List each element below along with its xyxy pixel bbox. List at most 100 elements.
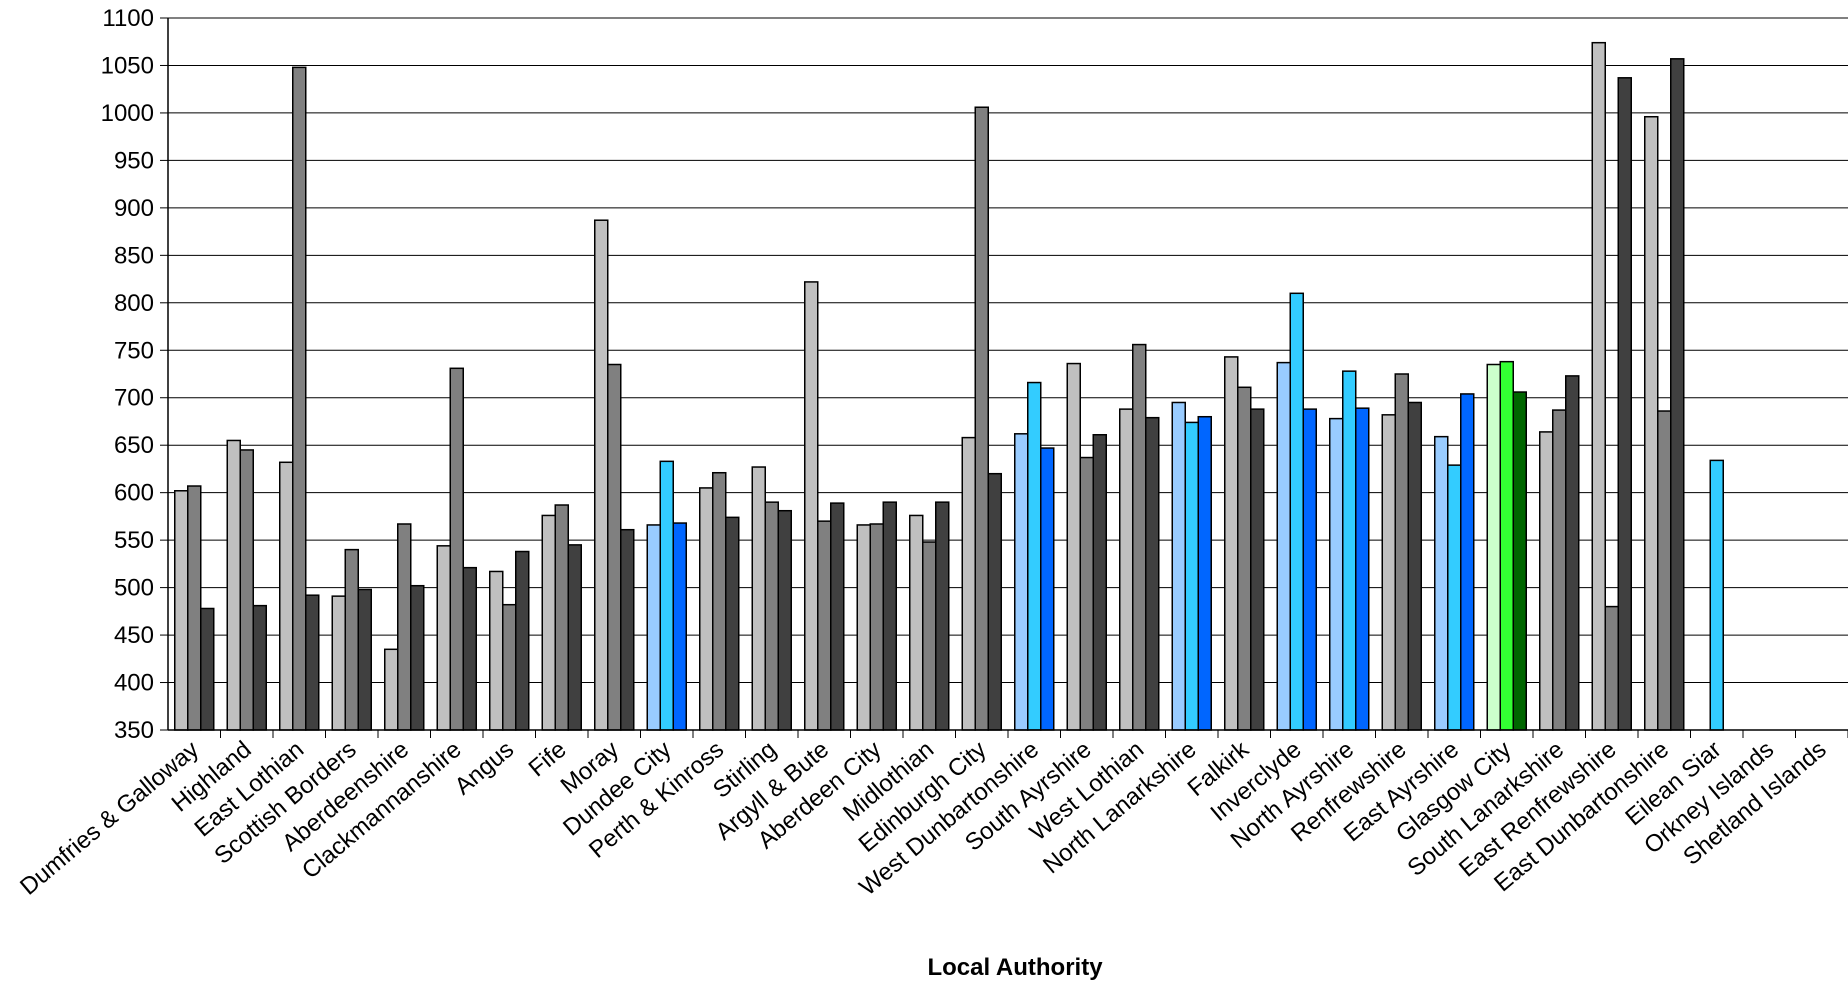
bar [1040, 447, 1055, 731]
bar [554, 504, 569, 731]
bar [777, 509, 792, 731]
bar [1329, 417, 1344, 731]
bar [1132, 343, 1147, 731]
bar [869, 523, 884, 731]
bar [1145, 416, 1160, 731]
bar [751, 466, 766, 731]
bar [226, 439, 241, 731]
y-tick-label: 950 [114, 147, 154, 174]
bar [1394, 373, 1409, 731]
bar [1184, 421, 1199, 731]
bar [659, 460, 674, 731]
y-tick-label: 1000 [101, 100, 154, 127]
bar [344, 548, 359, 731]
bar [541, 514, 556, 731]
bar [331, 595, 346, 731]
bar [567, 544, 582, 731]
bar [1539, 431, 1554, 731]
bar [1197, 415, 1212, 731]
y-tick-label: 550 [114, 527, 154, 554]
bar [856, 524, 871, 731]
y-tick-label: 900 [114, 195, 154, 222]
bar [1617, 77, 1632, 731]
bar [410, 584, 425, 731]
bar [1512, 391, 1527, 731]
bar [1027, 381, 1042, 731]
bar [174, 490, 189, 731]
bar [462, 566, 477, 731]
y-tick-labels: 350 400 450 500 550 600 650 700 750 800 850 900 950 1… [101, 5, 154, 744]
bar [1499, 360, 1514, 731]
y-tick-label: 850 [114, 242, 154, 269]
bar [436, 545, 451, 731]
bar [239, 449, 254, 731]
bar [672, 522, 687, 731]
bar [1447, 464, 1462, 731]
x-axis-label: Local Authority [927, 954, 1103, 981]
bar [1014, 433, 1029, 731]
bar [357, 588, 372, 731]
bar [305, 594, 320, 731]
bar [1289, 292, 1304, 731]
bar [489, 570, 504, 731]
bar [882, 501, 897, 731]
bar [252, 604, 267, 731]
bar [1552, 409, 1567, 731]
bar [200, 607, 215, 731]
bar [1066, 362, 1081, 731]
bar [1302, 408, 1317, 731]
bar [922, 541, 937, 731]
y-tick-label: 450 [114, 622, 154, 649]
bar [961, 436, 976, 731]
bar [397, 523, 412, 731]
bar [1486, 363, 1501, 731]
bar [699, 487, 714, 731]
bar [1460, 393, 1475, 731]
bar [1119, 408, 1134, 731]
bar [974, 106, 989, 731]
bar [817, 520, 832, 731]
bar [764, 501, 779, 731]
bar [1604, 605, 1619, 731]
bar [515, 550, 530, 731]
bar [987, 472, 1002, 731]
bar [1237, 386, 1252, 731]
bar [594, 219, 609, 731]
bar [187, 485, 202, 731]
y-tick-label: 1100 [102, 5, 154, 32]
bar [449, 367, 464, 731]
bar [646, 524, 661, 731]
y-tick-label: 350 [114, 717, 154, 744]
bar [620, 528, 635, 731]
bar [725, 516, 740, 731]
bar [384, 648, 399, 731]
bar [1355, 407, 1370, 731]
y-tick-label: 750 [114, 337, 154, 364]
bar [1670, 58, 1685, 731]
bar [279, 461, 294, 731]
bar [909, 514, 924, 731]
bar [1407, 401, 1422, 731]
bar [830, 502, 845, 731]
y-tick-label: 800 [114, 290, 154, 317]
bar [1644, 115, 1659, 731]
y-tick-label: 1050 [101, 52, 154, 79]
y-tick-label: 400 [114, 670, 154, 697]
bar [1250, 408, 1265, 731]
grid-lines [168, 17, 1848, 684]
y-tick-label: 600 [114, 480, 154, 507]
bar [502, 603, 517, 731]
bar [1709, 459, 1724, 731]
bar [1079, 456, 1094, 731]
y-tick-label: 700 [114, 385, 154, 412]
bar [1434, 435, 1449, 731]
x-tick-label: Dumfries & Galloway [15, 736, 204, 901]
bars [174, 41, 1724, 731]
bar [1657, 410, 1672, 731]
bar [712, 471, 727, 731]
bar [804, 281, 819, 731]
bar [1381, 414, 1396, 731]
bar [1591, 41, 1606, 731]
